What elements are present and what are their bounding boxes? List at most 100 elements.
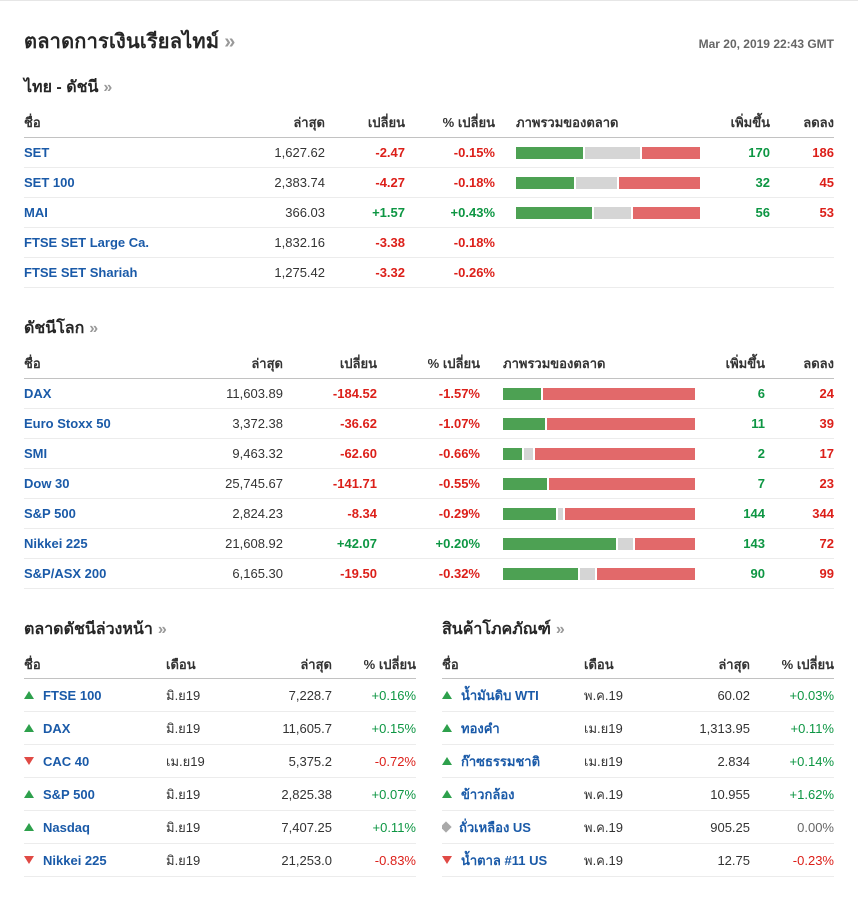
index-link[interactable]: Nikkei 225: [24, 536, 88, 551]
last-price: 2,824.23: [232, 506, 283, 521]
instrument-link[interactable]: Nikkei 225: [43, 852, 107, 868]
instrument-link[interactable]: CAC 40: [43, 753, 90, 769]
contract-month: มิ.ย19: [166, 852, 201, 868]
last-price: 2,825.38: [281, 786, 332, 802]
page-title[interactable]: ตลาดการเงินเรียลไทม์»: [24, 25, 236, 57]
decliners-count: 53: [819, 205, 834, 220]
index-futures-table: ชื่อ เดือน ล่าสุด % เปลี่ยน FTSE 100 มิ.ย…: [24, 650, 416, 877]
col-month: เดือน: [166, 656, 196, 672]
col-advancers: เพิ่มขึ้น: [730, 115, 770, 130]
index-row: S&P 500 2,824.23 -8.34 -0.29% 144 344: [24, 499, 834, 529]
index-link[interactable]: DAX: [24, 386, 52, 401]
col-last: ล่าสุด: [718, 656, 750, 672]
index-link[interactable]: FTSE SET Large Ca.: [24, 235, 149, 250]
advancers-count: 90: [750, 566, 765, 581]
unchanged-segment: [575, 176, 617, 189]
market-breadth-bar: [480, 417, 695, 430]
more-arrow-icon: »: [103, 79, 113, 96]
index-futures-heading-text: ตลาดดัชนีล่วงหน้า: [24, 621, 153, 638]
index-link[interactable]: Dow 30: [24, 476, 70, 491]
index-link[interactable]: FTSE SET Shariah: [24, 265, 138, 280]
contract-month: พ.ค.19: [584, 819, 623, 835]
page-title-text: ตลาดการเงินเรียลไทม์: [24, 31, 220, 53]
decliners-segment: [548, 477, 695, 490]
index-link[interactable]: SET 100: [24, 175, 75, 190]
index-link[interactable]: S&P 500: [24, 506, 76, 521]
instrument-link[interactable]: Nasdaq: [43, 819, 90, 835]
quote-row: น้ำมันดิบ WTI พ.ค.19 60.02 +0.03%: [442, 679, 834, 712]
bottom-panels: ตลาดดัชนีล่วงหน้า» ชื่อ เดือน ล่าสุด % เ…: [24, 617, 834, 887]
last-price: 11,605.7: [282, 720, 332, 736]
last-price: 7,407.25: [281, 819, 332, 835]
decliners-count: 17: [819, 446, 834, 461]
up-arrow-icon: [24, 790, 34, 798]
percent-change-value: +0.15%: [371, 720, 416, 736]
advancers-segment: [503, 507, 556, 520]
market-breadth-bar: [495, 206, 700, 219]
more-arrow-icon: »: [555, 621, 565, 638]
instrument-link[interactable]: ข้าวกล้อง: [461, 786, 515, 802]
last-price: 7,228.7: [288, 687, 332, 703]
index-link[interactable]: SMI: [24, 446, 48, 461]
instrument-link[interactable]: DAX: [43, 720, 71, 736]
index-row: Euro Stoxx 50 3,372.38 -36.62 -1.07% 11 39: [24, 409, 834, 439]
percent-change-value: -0.32%: [438, 566, 480, 581]
timestamp: Mar 20, 2019 22:43 GMT: [698, 37, 834, 51]
decliners-segment: [633, 206, 700, 219]
thai-indices-heading[interactable]: ไทย - ดัชนี»: [24, 75, 834, 100]
breadth-bar-track: [516, 176, 700, 189]
instrument-link[interactable]: น้ำมันดิบ WTI: [461, 687, 539, 703]
index-link[interactable]: SET: [24, 145, 50, 160]
change-value: -62.60: [340, 446, 377, 461]
unchanged-icon: [442, 821, 452, 833]
commodities-heading[interactable]: สินค้าโภคภัณฑ์»: [442, 617, 834, 642]
quote-row: S&P 500 มิ.ย19 2,825.38 +0.07%: [24, 778, 416, 811]
index-link[interactable]: Euro Stoxx 50: [24, 416, 111, 431]
contract-month: มิ.ย19: [166, 786, 201, 802]
advancers-segment: [503, 477, 547, 490]
contract-month: พ.ค.19: [584, 786, 623, 802]
instrument-link[interactable]: น้ำตาล #11 US: [461, 852, 548, 868]
commodities-heading-text: สินค้าโภคภัณฑ์: [442, 621, 551, 638]
col-change: เปลี่ยน: [339, 356, 377, 371]
index-row: MAI 366.03 +1.57 +0.43% 56 53: [24, 198, 834, 228]
breadth-bar-track: [503, 477, 695, 490]
index-link[interactable]: MAI: [24, 205, 48, 220]
market-breadth-bar: [480, 447, 695, 460]
decliners-count: 186: [812, 145, 834, 160]
index-futures-rows: FTSE 100 มิ.ย19 7,228.7 +0.16% DAX มิ.ย19 11,6…: [24, 679, 416, 877]
world-indices-heading[interactable]: ดัชนีโลก»: [24, 316, 834, 341]
advancers-count: 143: [743, 536, 765, 551]
decliners-segment: [546, 417, 695, 430]
unchanged-segment: [584, 146, 641, 159]
instrument-link[interactable]: ก๊าซธรรมชาติ: [461, 753, 541, 769]
decliners-segment: [597, 567, 695, 580]
quote-row: ถั่วเหลือง US พ.ค.19 905.25 0.00%: [442, 811, 834, 844]
quote-row: DAX มิ.ย19 11,605.7 +0.15%: [24, 712, 416, 745]
col-percent-change: % เปลี่ยน: [442, 115, 495, 130]
last-price: 5,375.2: [288, 753, 332, 769]
instrument-link[interactable]: ทองคำ: [461, 720, 500, 736]
instrument-link[interactable]: S&P 500: [43, 786, 95, 802]
decliners-count: 45: [819, 175, 834, 190]
percent-change-value: +1.62%: [789, 786, 834, 802]
index-futures-heading[interactable]: ตลาดดัชนีล่วงหน้า»: [24, 617, 416, 642]
market-breadth-bar: [480, 567, 695, 580]
world-indices-table: ชื่อ ล่าสุด เปลี่ยน % เปลี่ยน ภาพรวมของต…: [24, 349, 834, 589]
index-link[interactable]: S&P/ASX 200: [24, 566, 107, 581]
contract-month: มิ.ย19: [166, 720, 201, 736]
up-arrow-icon: [442, 790, 452, 798]
instrument-link[interactable]: FTSE 100: [43, 687, 102, 703]
decliners-count: 24: [819, 386, 834, 401]
commodities-table: ชื่อ เดือน ล่าสุด % เปลี่ยน น้ำมันดิบ WT…: [442, 650, 834, 877]
index-row: SMI 9,463.32 -62.60 -0.66% 2 17: [24, 439, 834, 469]
quote-row: Nasdaq มิ.ย19 7,407.25 +0.11%: [24, 811, 416, 844]
last-price: 25,745.67: [225, 476, 283, 491]
advancers-count: 170: [748, 145, 770, 160]
instrument-link[interactable]: ถั่วเหลือง US: [459, 819, 531, 835]
down-arrow-icon: [24, 757, 34, 765]
advancers-segment: [516, 146, 583, 159]
percent-change-value: -1.07%: [438, 416, 480, 431]
decliners-segment: [634, 537, 695, 550]
advancers-segment: [516, 206, 592, 219]
